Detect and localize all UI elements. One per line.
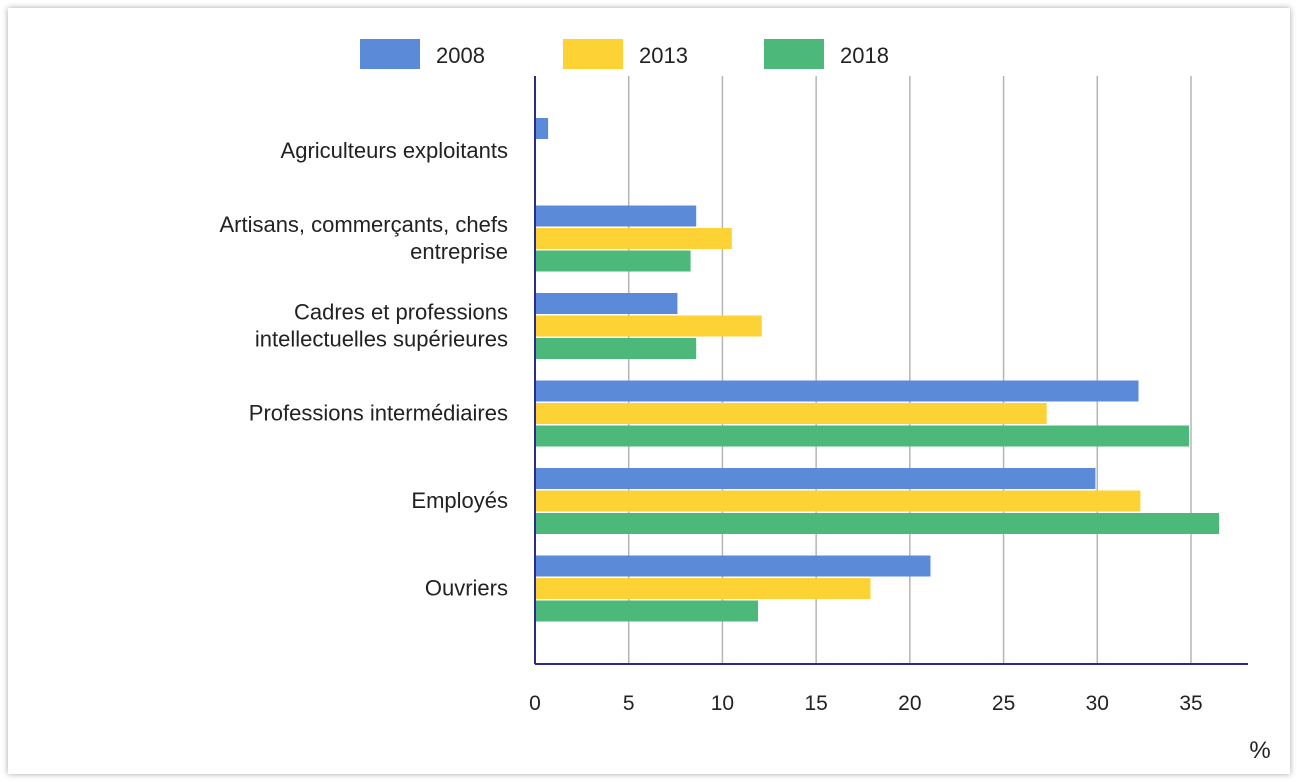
bars-group (535, 118, 1220, 622)
bar-chart: 0 5 10 15 20 25 30 35 Agriculteurs exploitantsA… (219, 39, 1271, 764)
bar-2013-3 (535, 403, 1047, 424)
grid-lines (627, 76, 1192, 664)
x-tick-label-5: 5 (623, 692, 635, 715)
bar-2018-3 (535, 425, 1190, 447)
legend-swatch-2013 (563, 39, 623, 69)
category-label-0-0: Agriculteurs exploitants (281, 138, 508, 163)
x-unit-label: % (1249, 737, 1270, 764)
x-tick-label-10: 10 (711, 692, 734, 715)
x-tick-label-30: 30 (1086, 692, 1109, 715)
category-labels: Agriculteurs exploitants Artisans, commer… (219, 138, 508, 601)
bar-2008-4 (535, 468, 1096, 489)
x-tick-label-15: 15 (804, 692, 827, 715)
bar-2008-5 (535, 555, 931, 577)
bar-2018-2 (535, 338, 697, 359)
bar-2008-3 (535, 380, 1139, 402)
bar-2008-2 (535, 293, 678, 314)
legend-swatch-2008 (360, 39, 420, 69)
bar-2008-1 (535, 205, 697, 227)
bar-2018-1 (535, 250, 691, 272)
bar-2013-1 (535, 228, 732, 249)
x-tick-label-20: 20 (898, 692, 921, 715)
x-tick-label-35: 35 (1179, 692, 1202, 715)
bar-2013-5 (535, 578, 871, 599)
axes (534, 76, 1248, 665)
legend-label-2013: 2013 (639, 43, 688, 68)
legend-label-2018: 2018 (840, 43, 889, 68)
bar-2013-4 (535, 490, 1141, 512)
category-label-5-0: Ouvriers (425, 576, 508, 601)
category-label-2-1: intellectuelles supérieures (255, 327, 508, 352)
x-tick-label-25: 25 (992, 692, 1015, 715)
legend-label-2008: 2008 (436, 43, 485, 68)
category-label-3-0: Professions intermédiaires (249, 401, 508, 426)
category-label-1-0: Artisans, commerçants, chefs (219, 212, 508, 237)
category-label-4-0: Employés (411, 488, 508, 513)
bar-2008-0 (535, 118, 549, 139)
x-tick-labels: 0 5 10 15 20 25 30 35 (529, 692, 1203, 715)
bar-2013-2 (535, 315, 762, 337)
bar-2018-5 (535, 600, 759, 622)
chart-frame: 0 5 10 15 20 25 30 35 Agriculteurs exploitants A… (8, 8, 1290, 774)
legend-swatch-2018 (764, 39, 824, 69)
bar-2018-4 (535, 513, 1220, 534)
legend: 2008 2013 2018 (360, 39, 889, 69)
x-tick-label-0: 0 (529, 692, 541, 715)
category-label-2-0: Cadres et professions (294, 300, 508, 325)
category-label-1-1: entreprise (410, 239, 508, 264)
